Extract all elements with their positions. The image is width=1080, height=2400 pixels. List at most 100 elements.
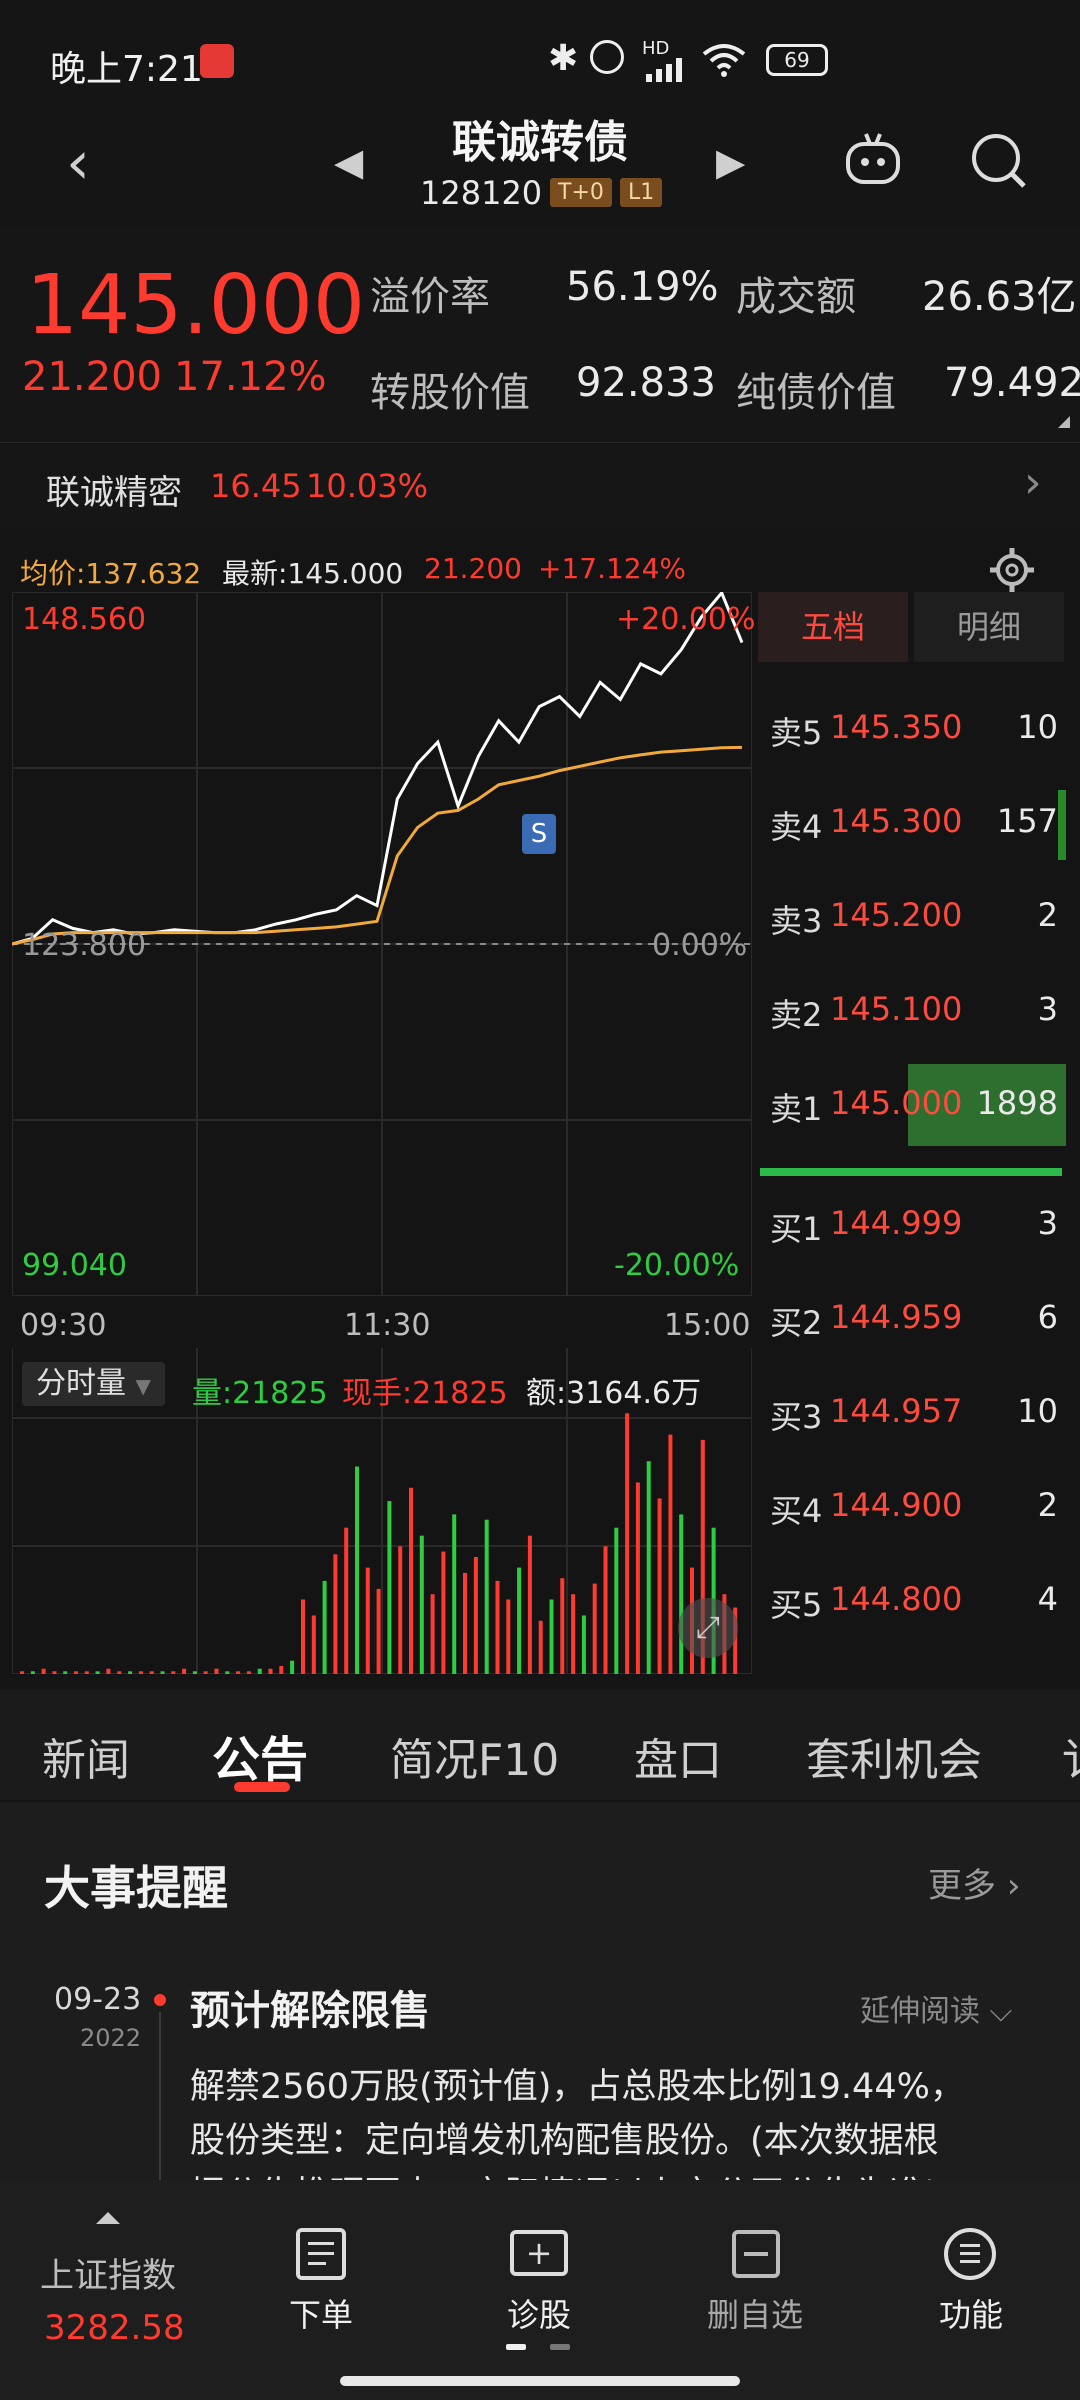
fullscreen-toggle-icon[interactable]: ⤢ bbox=[678, 1598, 738, 1658]
chevron-right-icon: › bbox=[1024, 457, 1042, 508]
volume-bar bbox=[560, 1578, 565, 1674]
volume-bar bbox=[138, 1671, 143, 1674]
volume-bar bbox=[160, 1671, 165, 1674]
volume-chart[interactable]: 分时量 ▼ 量:21825 现手:21825 额:3164.6万 ⤢ bbox=[11, 1348, 753, 1675]
event-body-line-1: 解禁2560万股(预计值)，占总股本比例19.44%， bbox=[190, 2067, 965, 2107]
search-icon[interactable] bbox=[968, 130, 1030, 192]
read-more-toggle[interactable]: 延伸阅读 ⌵ bbox=[860, 1986, 1012, 2030]
bond-value: 79.492 bbox=[944, 360, 1080, 406]
volume-bar bbox=[419, 1535, 424, 1674]
home-gesture-bar[interactable] bbox=[340, 2376, 740, 2386]
nav-diagnose[interactable]: 诊股 bbox=[506, 2296, 571, 2334]
volume-type-label: 分时量 bbox=[36, 1366, 126, 1401]
sell-signal-marker[interactable]: S bbox=[522, 814, 556, 854]
bid-price: 144.800 bbox=[830, 1580, 963, 1618]
tab-announcements[interactable]: 公告 bbox=[212, 1732, 309, 1788]
more-link[interactable]: 更多 › bbox=[928, 1858, 1020, 1907]
volume-bar bbox=[409, 1487, 413, 1674]
ask-price: 145.350 bbox=[830, 708, 963, 746]
ask-label: 卖4 bbox=[770, 808, 823, 846]
tab-f10-profile[interactable]: 简况F10 bbox=[390, 1735, 560, 1786]
tab-five-levels[interactable]: 五档 bbox=[758, 592, 908, 662]
chart-settings-gear-icon[interactable] bbox=[988, 546, 1036, 594]
underlying-stock-row[interactable]: 联诚精密 16.45 10.03% › bbox=[0, 442, 1080, 529]
bottom-nav: 上证指数 3282.58 下单 + 诊股 删自选 功能 bbox=[0, 2180, 1080, 2400]
expand-up-icon[interactable] bbox=[96, 2212, 120, 2224]
volume-bar bbox=[117, 1671, 122, 1674]
ask-label: 卖3 bbox=[770, 902, 823, 940]
order-document-icon[interactable] bbox=[296, 2228, 346, 2280]
volume-bar bbox=[527, 1535, 532, 1674]
bond-value-label: 纯债价值 bbox=[736, 370, 896, 416]
event-body-line-2: 股份类型：定向增发机构配售股份。(本次数据根 bbox=[190, 2121, 939, 2161]
volume-bar bbox=[106, 1668, 111, 1674]
volume-total: 量:21825 bbox=[192, 1376, 328, 1411]
avg-price-series-line bbox=[11, 745, 743, 946]
nav-functions[interactable]: 功能 bbox=[938, 2296, 1003, 2334]
chevron-down-icon: ⌵ bbox=[989, 1994, 1013, 2029]
ask-label: 卖5 bbox=[770, 714, 823, 752]
volume-bar bbox=[333, 1554, 338, 1674]
previous-stock-icon[interactable]: ◀ bbox=[334, 140, 364, 184]
volume-bar bbox=[214, 1668, 219, 1674]
volume-bar bbox=[495, 1580, 500, 1674]
volume-type-dropdown[interactable]: 分时量 ▼ bbox=[22, 1362, 165, 1406]
underlying-pct: 10.03% bbox=[306, 467, 429, 505]
tab-details[interactable]: 明细 bbox=[914, 592, 1064, 662]
ask-price: 145.000 bbox=[830, 1084, 963, 1122]
bid-label: 买5 bbox=[770, 1586, 823, 1624]
ask-label: 卖1 bbox=[770, 1090, 823, 1128]
bid-level-1: 买1 144.999 3 bbox=[758, 1182, 1068, 1272]
volume-bar bbox=[700, 1439, 705, 1674]
tab-order-flow[interactable]: 盘口 bbox=[634, 1735, 722, 1786]
bid-label: 买3 bbox=[770, 1398, 823, 1436]
volume-bar bbox=[246, 1671, 251, 1674]
quote-summary: 145.000 21.200 17.12% 溢价率 56.19% 成交额 26.… bbox=[0, 228, 1080, 528]
remove-watchlist-icon[interactable] bbox=[732, 2230, 780, 2278]
underlying-price: 16.45 bbox=[210, 467, 302, 505]
tab-news[interactable]: 新闻 bbox=[42, 1735, 130, 1786]
ask-qty: 3 bbox=[1037, 990, 1058, 1028]
volume-bar bbox=[376, 1588, 381, 1674]
ask-qty: 1898 bbox=[976, 1084, 1058, 1122]
volume-bar bbox=[355, 1466, 359, 1674]
volume-bar bbox=[441, 1551, 446, 1674]
ask-level-3: 卖3 145.200 2 bbox=[758, 874, 1068, 964]
next-stock-icon[interactable]: ▶ bbox=[716, 140, 746, 184]
diagnose-stock-icon[interactable]: + bbox=[510, 2230, 568, 2276]
bid-qty: 10 bbox=[1017, 1392, 1058, 1430]
volume-bar bbox=[625, 1413, 630, 1674]
expand-corner-icon[interactable] bbox=[1058, 416, 1070, 428]
ask-label: 卖2 bbox=[770, 996, 823, 1034]
nav-remove-watchlist[interactable]: 删自选 bbox=[706, 2296, 803, 2334]
volume-bar bbox=[484, 1519, 489, 1674]
price-line-chart[interactable]: 148.560 +20.00% 123.800 0.00% 99.040 -20… bbox=[11, 590, 756, 1297]
back-icon[interactable]: ‹ bbox=[66, 128, 90, 198]
volume-bar bbox=[398, 1546, 403, 1674]
volume-bar bbox=[646, 1461, 651, 1674]
volume-bar bbox=[84, 1671, 89, 1674]
conversion-value-label: 转股价值 bbox=[370, 370, 530, 416]
volume-bar bbox=[517, 1567, 522, 1674]
dropdown-arrow-icon: ▼ bbox=[135, 1374, 151, 1398]
ask-level-5: 卖5 145.350 10 bbox=[758, 686, 1068, 776]
index-name[interactable]: 上证指数 bbox=[40, 2256, 176, 2296]
volume-bar bbox=[668, 1434, 673, 1674]
nav-place-order[interactable]: 下单 bbox=[288, 2296, 353, 2334]
tab-arbitrage[interactable]: 套利机会 bbox=[806, 1735, 982, 1786]
app-notification-icon bbox=[200, 44, 234, 78]
menu-icon[interactable] bbox=[944, 2228, 996, 2280]
volume-bar bbox=[236, 1671, 241, 1674]
premium-value: 56.19% bbox=[566, 264, 719, 310]
bid-label: 买4 bbox=[770, 1492, 823, 1530]
chart-mid-pct: 0.00% bbox=[652, 928, 748, 963]
ask-level-2: 卖2 145.100 3 bbox=[758, 968, 1068, 1058]
wifi-icon bbox=[700, 40, 748, 80]
event-title: 预计解除限售 bbox=[190, 1988, 430, 2034]
ask-price: 145.200 bbox=[830, 896, 963, 934]
robot-assistant-icon[interactable] bbox=[842, 130, 904, 192]
ask-qty: 10 bbox=[1017, 708, 1058, 746]
volume-bar bbox=[20, 1671, 24, 1674]
tab-overflow[interactable]: 讠 bbox=[1062, 1724, 1080, 1788]
ask-level-4: 卖4 145.300 157 bbox=[758, 780, 1068, 870]
